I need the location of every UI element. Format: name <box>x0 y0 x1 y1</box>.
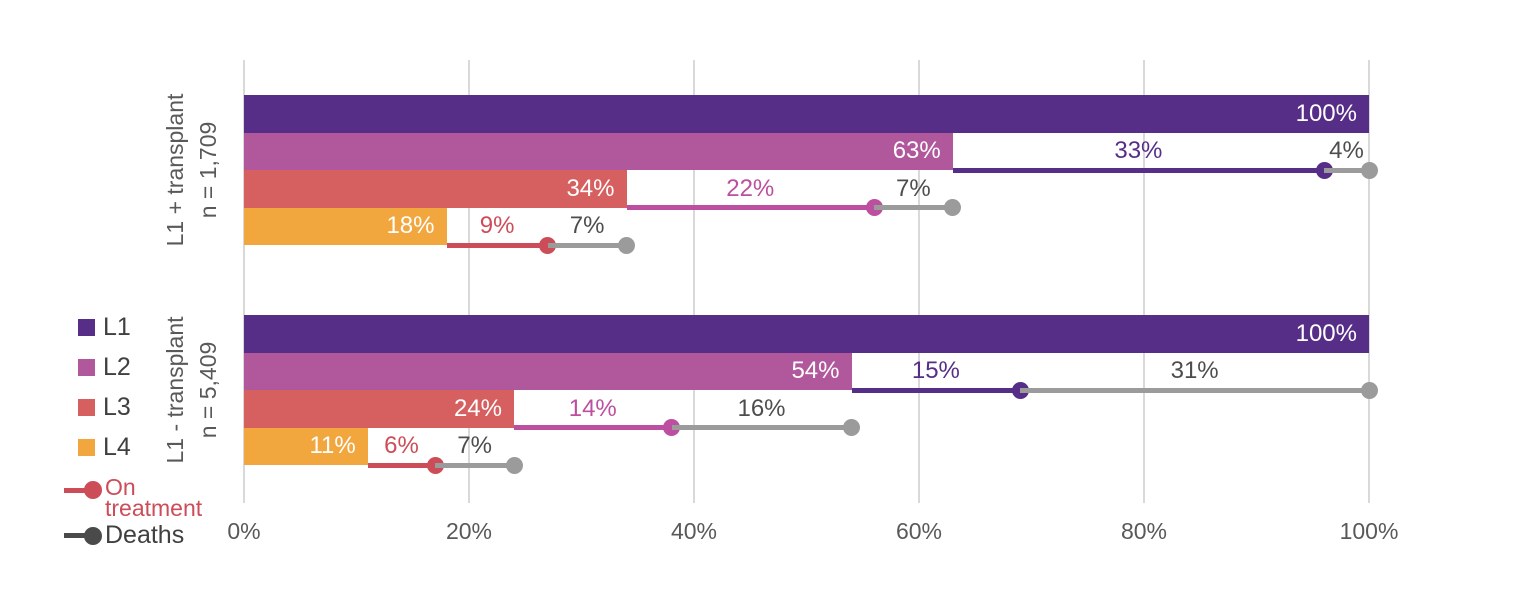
bar-row-l1: 100% <box>244 315 1369 353</box>
deaths-label: 7% <box>569 212 605 240</box>
legend-label: L2 <box>103 353 131 381</box>
deaths-dot <box>944 199 962 216</box>
legend-label: L3 <box>103 393 131 421</box>
bar-l1: 100% <box>244 95 1369 133</box>
deaths-line <box>671 425 852 430</box>
deaths-label: 7% <box>457 432 492 460</box>
x-axis-tick-label: 60% <box>895 518 943 544</box>
bar-value-label: 100% <box>1295 319 1357 347</box>
bar-l2: 63% <box>244 132 953 170</box>
on-treatment-label: 6% <box>384 432 419 460</box>
lollipop-dot <box>84 526 102 545</box>
group-label: L1 + transplant n = 1,709 <box>159 94 225 247</box>
legend-item-l1: L1 <box>64 313 131 342</box>
bar-row-l2: 54% 15% 31% <box>244 352 1378 399</box>
on-treatment-line <box>446 242 548 248</box>
deaths-dot <box>1360 381 1378 399</box>
x-axis-tick-label: 0% <box>227 518 261 544</box>
bar-l1: 100% <box>244 315 1369 353</box>
bar-value-label: 34% <box>566 174 615 202</box>
bar-value-label: 11% <box>309 432 356 460</box>
gridline <box>1368 60 1370 503</box>
x-axis-tick-label: 100% <box>1339 518 1399 544</box>
bar-row-l1: 100% <box>244 95 1369 133</box>
group-label-n: n = 1,709 <box>195 121 221 219</box>
deaths-label: 31% <box>1170 357 1219 385</box>
group-label-line1: L1 - transplant <box>162 316 188 464</box>
bar-row-l4: 18% 9% 7% <box>244 207 1369 254</box>
deaths-line <box>547 242 627 248</box>
gridline <box>1143 60 1145 503</box>
x-axis-tick-label: 40% <box>670 518 718 544</box>
legend-swatch-l3-icon <box>78 399 95 416</box>
deaths-dot <box>618 236 635 254</box>
on-treatment-label: 15% <box>911 357 960 385</box>
plot-area: 100% 63% 33% 4% 34% 22% 7% 18% 9% 7% 100% 54% 15% 31%… <box>243 60 1378 503</box>
bar-l3: 24% <box>244 390 514 428</box>
deaths-dot <box>843 419 860 436</box>
legend-swatch-l2-icon <box>78 359 95 376</box>
legend-swatch-l4-icon <box>78 439 95 456</box>
on-treatment-line <box>952 167 1324 173</box>
on-treatment-line <box>851 387 1021 393</box>
lollipop-line <box>64 487 98 493</box>
group-label-n: n = 5,409 <box>195 341 221 439</box>
lollipop-dot <box>84 481 102 499</box>
x-axis-tick-label: 80% <box>1120 518 1168 544</box>
on-treatment-label: 9% <box>479 212 515 240</box>
bar-l3: 34% <box>244 170 627 208</box>
legend-item-deaths: Deaths <box>64 521 184 550</box>
group-label-line1: L1 + transplant <box>162 93 188 247</box>
bar-l2: 54% <box>244 352 852 390</box>
gridline <box>693 60 695 503</box>
gridline <box>243 60 245 503</box>
deaths-dot <box>505 456 523 474</box>
bar-l4: 11% <box>244 427 368 465</box>
legend-label: Deaths <box>105 521 185 549</box>
bar-row-l4: 11% 6% 7% <box>244 427 1369 474</box>
bar-l4: 18% <box>244 207 447 245</box>
bar-value-label: 18% <box>386 212 435 240</box>
deaths-line <box>874 205 953 210</box>
x-axis-tick-label: 20% <box>445 518 493 544</box>
legend-item-l2: L2 <box>64 353 131 382</box>
bar-row-l3: 34% 22% 7% <box>244 170 1369 216</box>
deaths-label: 16% <box>737 394 786 422</box>
on-treatment-line <box>367 462 436 468</box>
bar-value-label: 63% <box>892 137 941 165</box>
legend-item-on-treatment: On treatment <box>64 474 223 521</box>
legend-item-l4: L4 <box>64 433 131 462</box>
on-treatment-line <box>626 205 874 210</box>
group-label: L1 - transplant n = 5,409 <box>159 316 225 463</box>
bar-value-label: 100% <box>1295 99 1357 127</box>
legend-label: On treatment <box>105 474 203 521</box>
deaths-line <box>1324 167 1369 173</box>
deaths-line <box>435 462 514 468</box>
on-treatment-line <box>514 425 672 430</box>
deaths-legend-icon <box>64 526 102 545</box>
legend-swatch-l1-icon <box>78 319 95 336</box>
gridline <box>918 60 920 503</box>
bar-row-l3: 24% 14% 16% <box>244 390 1369 436</box>
deaths-line <box>1020 387 1369 393</box>
deaths-label: 4% <box>1329 137 1364 165</box>
bar-value-label: 24% <box>453 394 502 422</box>
legend-label: L1 <box>103 313 131 341</box>
deaths-label: 7% <box>896 174 931 202</box>
legend-label: L4 <box>103 433 131 461</box>
on-treatment-label: 14% <box>568 394 617 422</box>
on-treatment-legend-icon <box>64 481 102 499</box>
gridline <box>468 60 470 503</box>
deaths-dot <box>1360 161 1378 179</box>
legend: L1 L2 L3 L4 On treatment Deaths <box>0 0 240 595</box>
on-treatment-label: 33% <box>1114 137 1163 165</box>
on-treatment-label: 22% <box>726 174 775 202</box>
legend-item-l3: L3 <box>64 393 131 422</box>
lollipop-line <box>64 533 98 538</box>
bar-value-label: 54% <box>791 357 840 385</box>
bar-row-l2: 63% 33% 4% <box>244 132 1378 179</box>
